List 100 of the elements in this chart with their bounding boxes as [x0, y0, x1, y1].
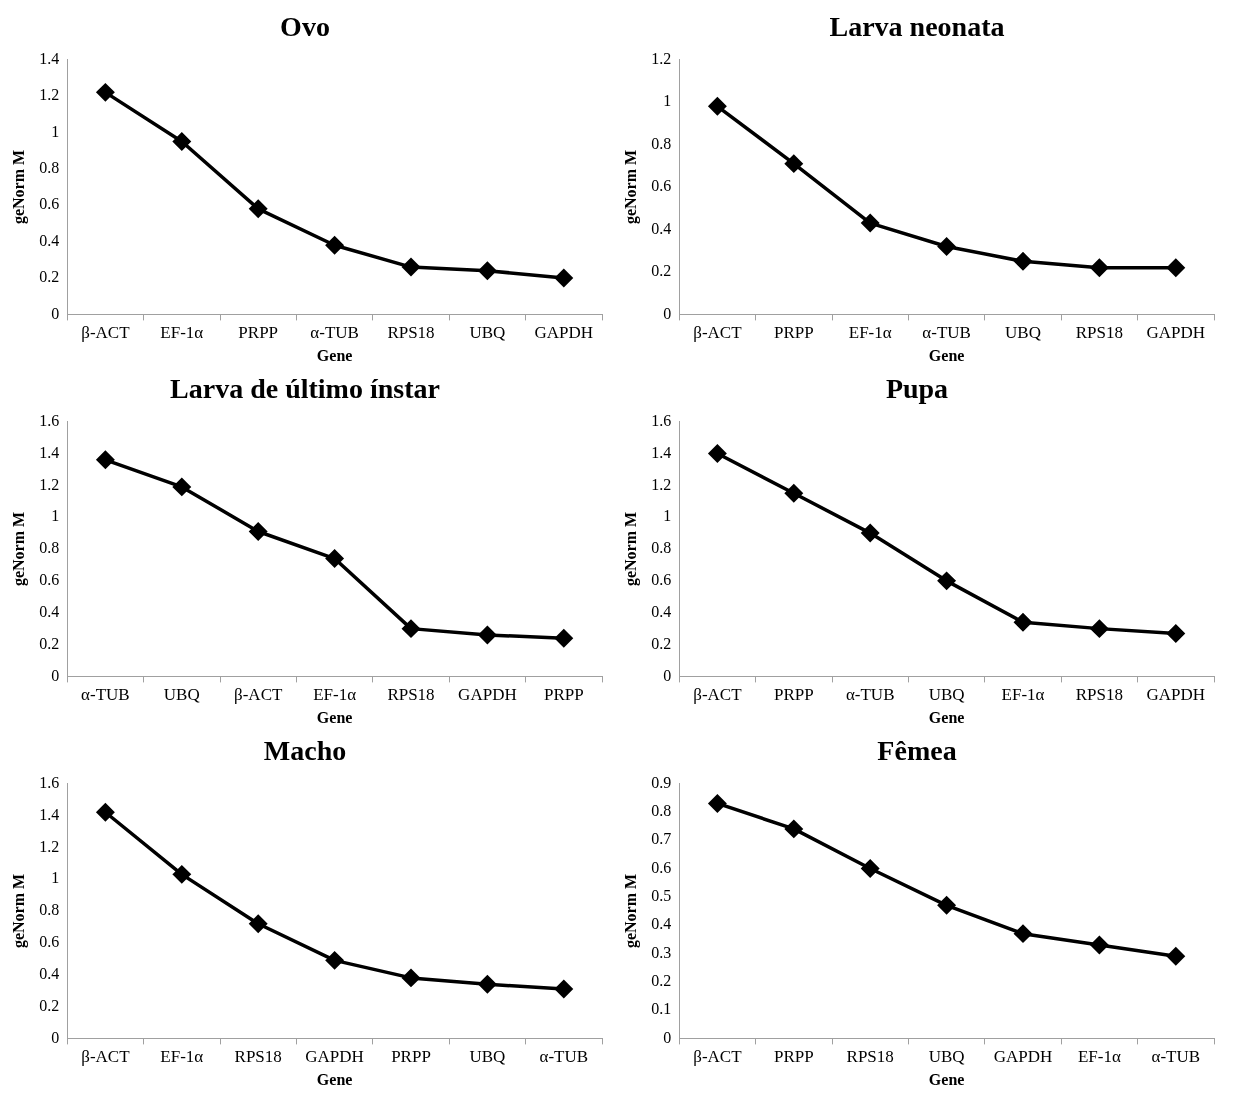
point — [249, 200, 267, 218]
x-tick-label: GAPDH — [1146, 323, 1206, 343]
point — [173, 478, 191, 496]
x-tick-label: β-ACT — [81, 323, 131, 343]
point — [96, 83, 115, 102]
y-tick-label: 0.6 — [39, 571, 60, 589]
chart-title: Ovo — [280, 11, 330, 43]
x-tick-label: RPS18 — [387, 685, 435, 705]
y-tick-label: 0.4 — [39, 964, 60, 982]
x-tick-label: RPS18 — [234, 1047, 282, 1067]
y-tick-label: 1.4 — [39, 443, 60, 461]
chart-title: Larva de último ínstar — [170, 373, 440, 405]
y-tick-label: 0.4 — [651, 915, 672, 933]
x-tick-label: UBQ — [469, 323, 506, 343]
x-tick-label: β-ACT — [693, 685, 743, 705]
point — [785, 820, 803, 838]
point — [96, 451, 115, 469]
y-tick-label: 0 — [663, 304, 672, 322]
y-tick-label: 0.8 — [651, 539, 672, 557]
y-tick-label: 0.2 — [39, 268, 60, 286]
point — [1167, 947, 1185, 966]
point — [937, 237, 956, 256]
point — [402, 969, 420, 987]
x-tick-label: PRPP — [238, 323, 279, 343]
y-tick-label: 1.2 — [39, 86, 60, 104]
y-tick-label: 0.8 — [651, 802, 672, 820]
x-tick-label: α-TUB — [81, 685, 130, 705]
y-axis-title: geNorm M — [9, 511, 28, 587]
x-tick-label: EF-1α — [1001, 685, 1045, 705]
point — [402, 619, 420, 638]
x-tick-label: β-ACT — [234, 685, 283, 705]
point — [478, 626, 497, 644]
point — [1014, 252, 1032, 271]
x-tick-label: EF-1α — [160, 323, 204, 343]
x-axis-title: Gene — [316, 708, 353, 726]
y-tick-label: 0.4 — [39, 231, 60, 249]
y-axis-title: geNorm M — [9, 149, 28, 225]
point — [785, 484, 803, 503]
y-tick-label: 0 — [663, 1028, 672, 1046]
y-tick-label: 1.6 — [39, 411, 60, 429]
point — [861, 214, 879, 232]
point — [708, 444, 727, 463]
chart-title: Fêmea — [877, 735, 957, 767]
x-axis-title: Gene — [928, 1070, 965, 1088]
x-tick-label: UBQ — [928, 685, 965, 705]
x-tick-label: RPS18 — [387, 323, 435, 343]
x-tick-label: PRPP — [773, 1047, 814, 1067]
y-tick-label: 0.6 — [651, 177, 672, 195]
point — [555, 269, 573, 287]
point — [1014, 613, 1032, 632]
y-tick-label: 1 — [51, 122, 60, 140]
point — [325, 236, 344, 254]
x-tick-label: PRPP — [773, 323, 814, 343]
y-tick-label: 1 — [51, 869, 60, 887]
x-tick-label: RPS18 — [1075, 685, 1124, 705]
point — [249, 914, 267, 933]
y-axis-title: geNorm M — [621, 511, 640, 587]
y-tick-label: 0 — [663, 666, 672, 684]
y-tick-label: 1.4 — [39, 49, 60, 67]
y-tick-label: 1.6 — [651, 411, 672, 429]
point — [861, 524, 879, 542]
point — [325, 549, 344, 568]
y-tick-label: 0 — [51, 1028, 60, 1046]
point — [708, 794, 727, 813]
x-tick-label: α-TUB — [922, 323, 971, 343]
point — [402, 258, 420, 276]
point — [173, 132, 191, 151]
point — [96, 803, 115, 822]
x-tick-label: UBQ — [469, 1047, 506, 1067]
point — [249, 522, 267, 541]
x-tick-label: EF-1α — [313, 685, 357, 705]
y-tick-label: 0.2 — [651, 262, 672, 280]
y-tick-label: 1.2 — [39, 837, 60, 855]
y-tick-label: 1 — [663, 92, 672, 110]
point — [555, 629, 573, 647]
x-tick-label: β-ACT — [81, 1047, 131, 1067]
y-tick-label: 0.2 — [651, 971, 672, 989]
x-axis-title: Gene — [316, 346, 353, 364]
y-tick-label: 1.6 — [39, 773, 60, 791]
x-tick-label: UBQ — [1005, 323, 1041, 343]
point — [1090, 258, 1109, 277]
point — [173, 865, 191, 884]
y-tick-label: 0.5 — [651, 887, 672, 905]
point — [325, 951, 344, 970]
y-tick-label: 1 — [51, 507, 60, 525]
point — [1167, 258, 1185, 277]
y-tick-label: 0 — [51, 666, 60, 684]
y-tick-label: 0.1 — [651, 1000, 672, 1018]
y-tick-label: 0.3 — [651, 943, 672, 961]
y-tick-label: 0.4 — [39, 602, 60, 620]
point — [478, 261, 497, 280]
y-tick-label: 0.6 — [39, 195, 60, 213]
y-tick-label: 0.6 — [39, 933, 60, 951]
y-tick-label: 0.8 — [39, 159, 60, 176]
y-tick-label: 1.2 — [651, 475, 672, 493]
point — [1014, 924, 1032, 943]
chart-title: Pupa — [885, 373, 949, 405]
y-tick-label: 0.2 — [651, 634, 672, 652]
point — [937, 896, 956, 915]
x-tick-label: α-TUB — [1151, 1047, 1201, 1067]
